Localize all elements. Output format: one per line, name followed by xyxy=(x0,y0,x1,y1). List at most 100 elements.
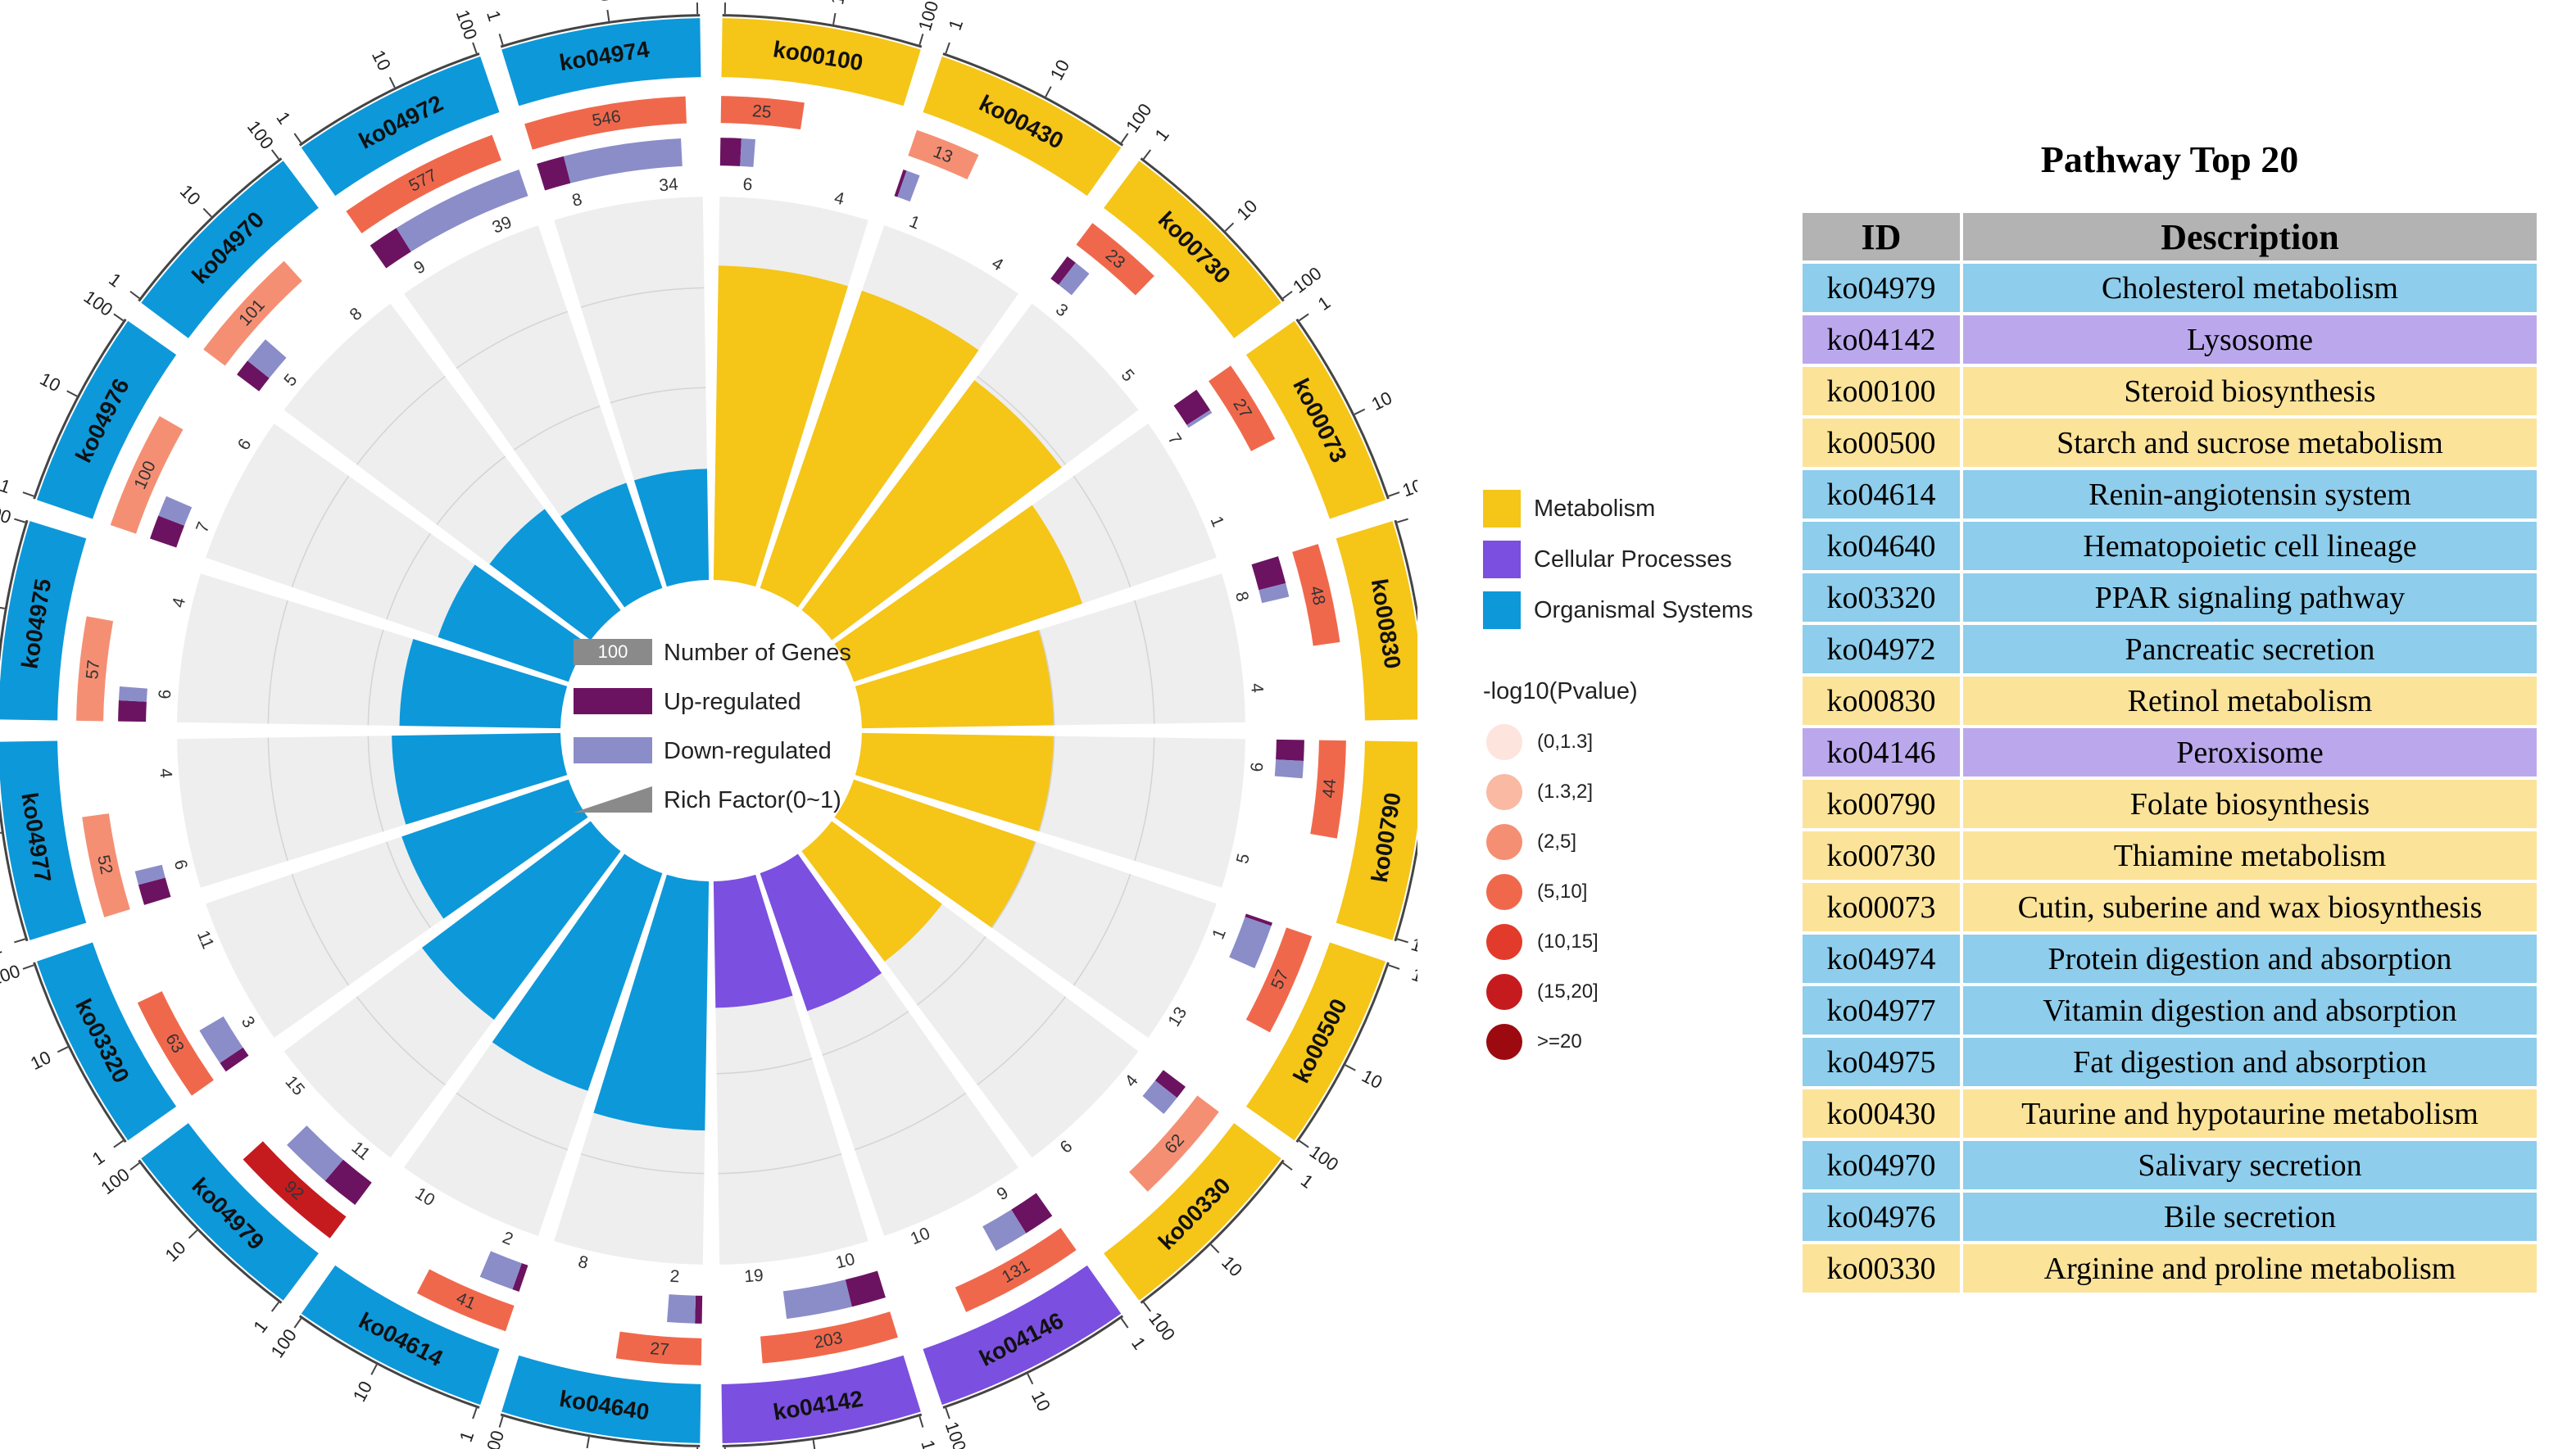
scale-tick-label: 100 xyxy=(452,7,482,43)
scale-tick xyxy=(202,207,212,218)
gene-count-bar xyxy=(1129,1095,1219,1192)
pvalue-legend-item: (5,10] xyxy=(1483,867,1827,917)
up-count-label: 6 xyxy=(742,175,753,195)
scale-tick-label: 1 xyxy=(1127,1334,1150,1353)
table-cell-description: Starch and sucrose metabolism xyxy=(1963,419,2537,467)
gene-count-bar xyxy=(1209,365,1276,451)
scale-tick xyxy=(1299,313,1309,322)
scale-tick xyxy=(918,34,924,46)
down-regulated-bar xyxy=(134,864,166,885)
gene-count-bar xyxy=(1292,544,1340,646)
scale-tick-label: 10 xyxy=(349,1378,377,1405)
table-cell-description: Pancreatic secretion xyxy=(1963,625,2537,673)
rich-factor-bar xyxy=(801,380,1062,641)
table-cell-id: ko04975 xyxy=(1803,1038,1960,1086)
gene-count-bar xyxy=(416,1269,515,1332)
rich-factor-bar xyxy=(713,265,848,587)
down-regulated-bar xyxy=(982,1209,1027,1252)
sector-category-ring xyxy=(36,320,177,519)
down-count-label: 8 xyxy=(576,1252,590,1273)
scale-tick xyxy=(1027,1373,1034,1385)
scale-tick xyxy=(57,1046,69,1053)
legend-up-swatch xyxy=(574,688,652,714)
up-regulated-bar xyxy=(324,1159,372,1205)
scale-tick-label: 100 xyxy=(1289,263,1325,297)
table-cell-description: Vitamin digestion and absorption xyxy=(1963,986,2537,1035)
up-count-label: 6 xyxy=(1248,762,1268,772)
sector-category-ring xyxy=(301,1265,500,1406)
down-count-label: 8 xyxy=(347,304,366,324)
up-count-label: 2 xyxy=(669,1267,680,1287)
table-row: ko00100 Steroid biosynthesis xyxy=(1803,367,2537,415)
scale-tick-label: 10 xyxy=(368,47,395,74)
scale-tick xyxy=(1120,1318,1129,1329)
chart-legend: Metabolism Cellular Processes Organismal S… xyxy=(1483,483,1827,1066)
gene-count-bar xyxy=(1245,927,1313,1033)
table-row: ko00430 Taurine and hypotaurine metabolis… xyxy=(1803,1089,2537,1138)
rich-factor-bar xyxy=(760,854,882,1012)
scale-tick xyxy=(472,1407,478,1420)
scale-tick-label: 1 xyxy=(917,1438,939,1449)
down-regulated-bar xyxy=(118,686,147,702)
scale-tick xyxy=(1143,1302,1152,1312)
table-row: ko00830 Retinol metabolism xyxy=(1803,677,2537,725)
category-legend-item: Cellular Processes xyxy=(1483,534,1827,585)
legend-down-swatch xyxy=(574,737,652,763)
up-regulated-bar xyxy=(845,1270,886,1307)
down-regulated-bar xyxy=(897,170,920,202)
sector-category-ring xyxy=(1245,942,1386,1141)
table-row: ko04146 Peroxisome xyxy=(1803,728,2537,777)
down-count-label: 6 xyxy=(1057,1137,1077,1157)
scale-tick-label: 1 xyxy=(272,108,295,128)
rich-factor-bar xyxy=(834,505,1083,682)
table-header-description: Description xyxy=(1963,213,2537,260)
scale-tick xyxy=(1396,938,1408,944)
down-regulated-bar xyxy=(1186,410,1213,428)
scale-tick xyxy=(1388,964,1400,970)
sector-category-ring xyxy=(141,161,319,338)
pvalue-legend: (0,1.3] (1.3,2] (2,5] (5,10] (10,15] (15,20] >… xyxy=(1483,717,1827,1066)
sector-category-ring xyxy=(1336,521,1417,721)
gene-count-label: 57 xyxy=(83,659,103,681)
pvalue-legend-title: -log10(Pvalue) xyxy=(1483,678,1638,704)
up-regulated-bar xyxy=(719,138,742,166)
pvalue-legend-item: (1.3,2] xyxy=(1483,767,1827,817)
scale-tick xyxy=(370,1364,378,1375)
pvalue-label: (2,5] xyxy=(1537,830,1577,853)
rich-factor-bar xyxy=(399,639,568,729)
table-row: ko00730 Thiamine metabolism xyxy=(1803,831,2537,880)
scale-tick-label: 100 xyxy=(1122,100,1156,136)
sector-category-ring xyxy=(501,18,701,106)
down-count-label: 4 xyxy=(1247,682,1267,694)
down-count-label: 13 xyxy=(1164,1003,1190,1030)
sector-category-ring xyxy=(501,1355,701,1443)
down-count-label: 4 xyxy=(156,768,175,779)
table-title: Pathway Top 20 xyxy=(2040,138,2299,180)
sector-category-ring xyxy=(721,1355,921,1443)
sector-category-ring xyxy=(1336,740,1417,940)
table-row: ko04974 Protein digestion and absorption xyxy=(1803,935,2537,983)
legend-up-label: Up-regulated xyxy=(664,689,801,715)
scale-tick-label: 1 xyxy=(249,1316,271,1337)
gene-count-bar xyxy=(82,813,130,917)
scale-tick-label: 100 xyxy=(480,1428,509,1449)
up-regulated-bar xyxy=(1011,1193,1053,1234)
table-cell-description: Retinol metabolism xyxy=(1963,677,2537,725)
pvalue-label: (0,1.3] xyxy=(1537,730,1594,753)
rich-factor-bar xyxy=(760,290,979,608)
sector-category-ring xyxy=(923,56,1122,197)
table-row: ko04640 Hematopoietic cell lineage xyxy=(1803,522,2537,570)
inner-legend: 100 Number of Genes Up-regulated Down-re… xyxy=(574,639,851,813)
scale-tick xyxy=(14,938,26,944)
down-count-label: 6 xyxy=(234,436,256,454)
table-cell-id: ko03320 xyxy=(1803,573,1960,622)
pvalue-dot xyxy=(1486,873,1522,910)
scale-tick xyxy=(1143,149,1152,160)
table-cell-id: ko00073 xyxy=(1803,883,1960,931)
scale-tick-label: 100 xyxy=(1408,934,1417,962)
pathway-table-panel: Pathway Top 20 ID Description ko04979 Cho… xyxy=(1799,131,2540,1296)
legend-rich-swatch xyxy=(574,786,652,813)
scale-tick xyxy=(14,518,26,523)
pvalue-legend-item: (2,5] xyxy=(1483,817,1827,867)
up-regulated-bar xyxy=(537,156,571,191)
